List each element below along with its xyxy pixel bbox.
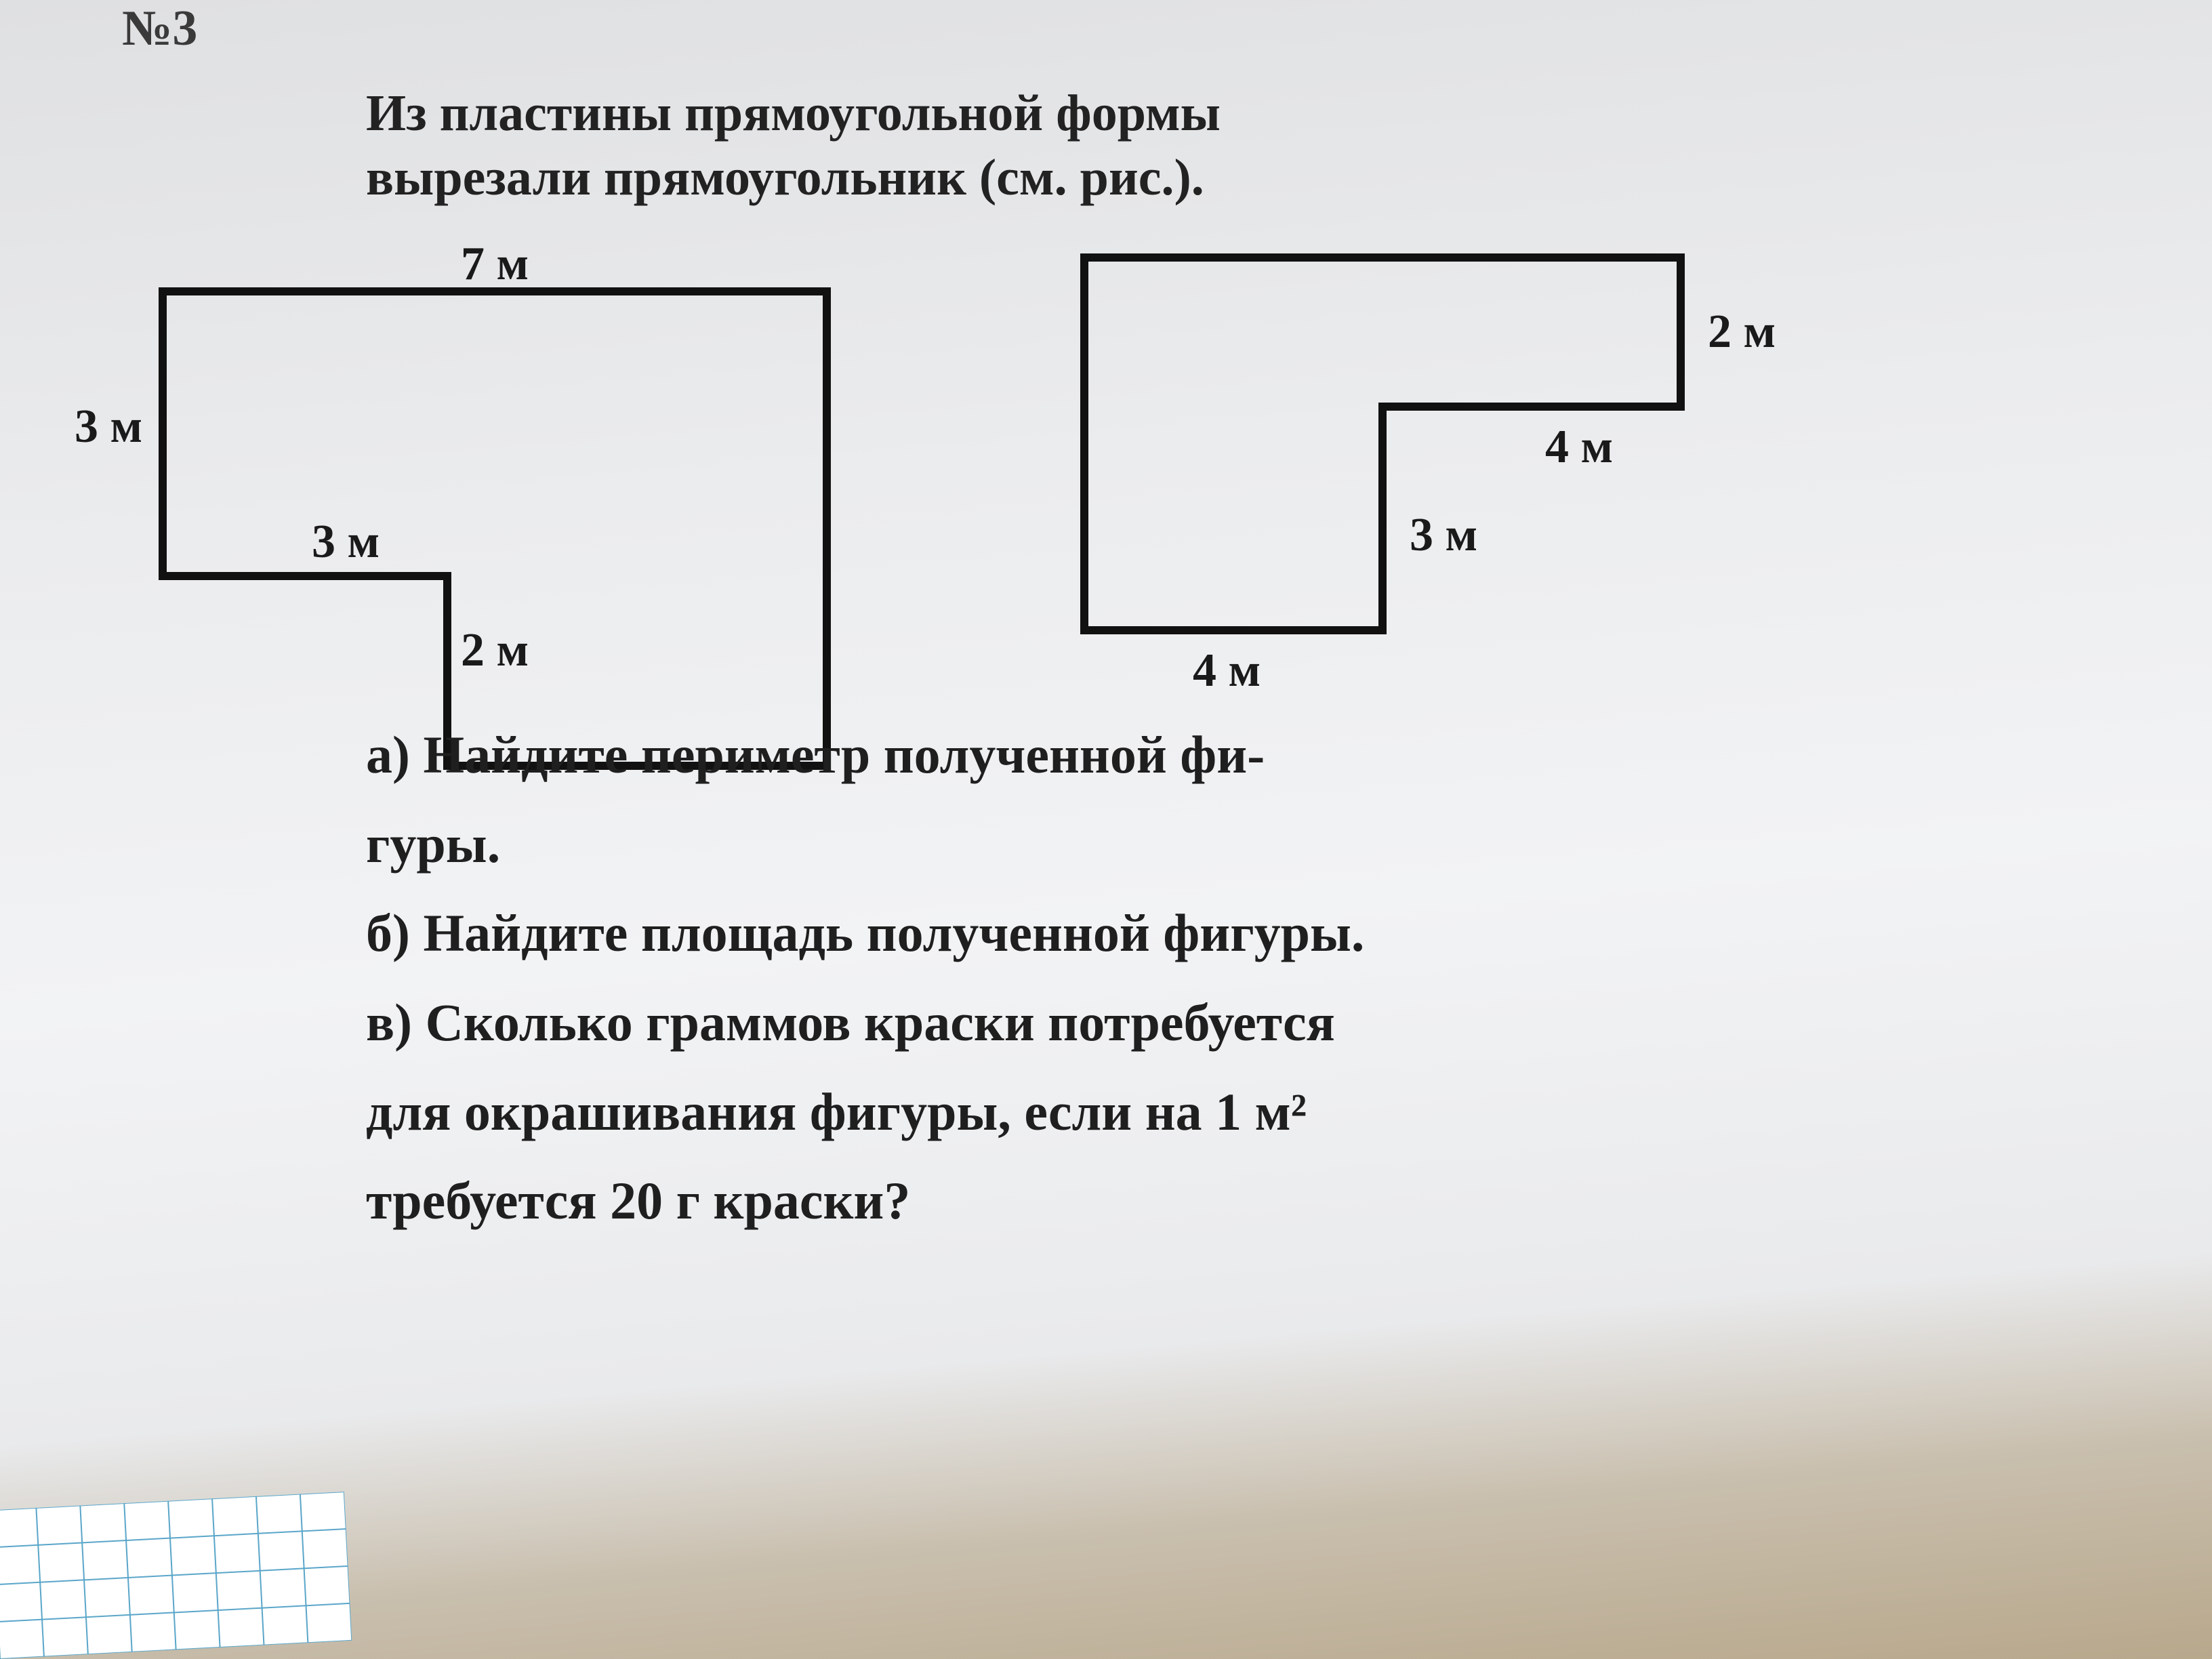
problem-title: Из пластины прямоугольной формы вырезали… xyxy=(366,81,1654,210)
fig1-label-top: 7 м xyxy=(461,237,529,291)
notebook-grid-corner xyxy=(0,1492,352,1659)
question-a-line2: гуры. xyxy=(366,815,500,874)
problem-number: №3 xyxy=(122,0,197,58)
fig2-label-step-right: 3 м xyxy=(1410,508,1477,562)
fig1-label-notch-v: 2 м xyxy=(461,623,529,678)
question-b: б) Найдите площадь полученной фигуры. xyxy=(366,903,1364,962)
fig2-label-step-top: 4 м xyxy=(1545,420,1613,474)
fig2-label-bottom: 4 м xyxy=(1193,644,1261,698)
question-c-line1: в) Сколько граммов краски потребуется xyxy=(366,993,1335,1052)
fig2-label-right-top: 2 м xyxy=(1708,305,1776,359)
figure-1 xyxy=(163,291,840,779)
question-c-line3: требуется 20 г краски? xyxy=(366,1171,910,1230)
questions-block: а) Найдите периметр полученной фи- гуры.… xyxy=(366,718,1789,1254)
figures-container: 7 м 3 м 3 м 2 м 2 м 4 м 3 м 4 м xyxy=(81,244,2013,664)
fig1-label-left: 3 м xyxy=(75,400,142,454)
title-line2: вырезали прямоугольник (см. рис.). xyxy=(366,149,1204,206)
worksheet-page: №3 Из пластины прямоугольной формы вырез… xyxy=(0,0,2212,1659)
fig1-label-notch-h: 3 м xyxy=(312,515,380,569)
figure-1-polygon xyxy=(163,291,827,766)
title-line1: Из пластины прямоугольной формы xyxy=(366,85,1221,142)
question-a-line1: а) Найдите периметр полученной фи- xyxy=(366,725,1265,784)
question-c-line2: для окрашивания фигуры, если на 1 м² xyxy=(366,1082,1307,1141)
